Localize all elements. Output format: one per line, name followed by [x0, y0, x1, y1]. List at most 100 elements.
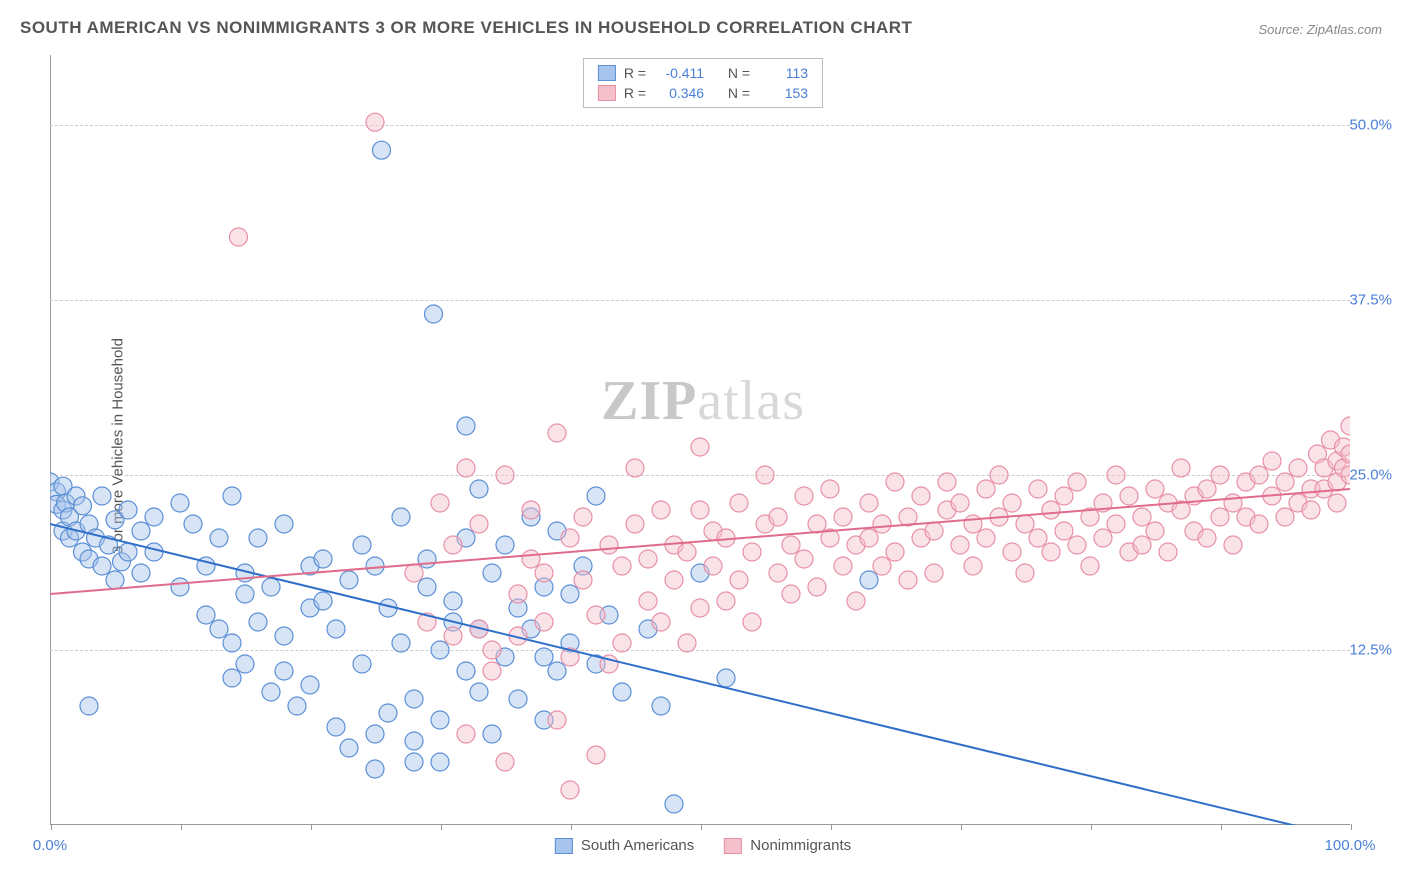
data-point — [1003, 494, 1021, 512]
data-point — [418, 550, 436, 568]
data-point — [756, 466, 774, 484]
data-point — [626, 459, 644, 477]
data-point — [600, 536, 618, 554]
data-point — [1263, 452, 1281, 470]
data-point — [964, 557, 982, 575]
data-point — [132, 522, 150, 540]
data-point — [522, 550, 540, 568]
data-point — [1055, 522, 1073, 540]
data-point — [509, 585, 527, 603]
data-point — [1211, 508, 1229, 526]
series-legend: South Americans Nonimmigrants — [555, 837, 851, 854]
data-point — [561, 529, 579, 547]
data-point — [171, 494, 189, 512]
data-point — [743, 543, 761, 561]
data-point — [535, 648, 553, 666]
data-point — [431, 494, 449, 512]
data-point — [145, 508, 163, 526]
data-point — [691, 599, 709, 617]
data-point — [314, 592, 332, 610]
x-tick — [1351, 824, 1352, 830]
data-point — [795, 487, 813, 505]
data-point — [93, 487, 111, 505]
data-point — [938, 473, 956, 491]
data-point — [873, 515, 891, 533]
y-tick-label: 25.0% — [1349, 467, 1392, 484]
data-point — [535, 613, 553, 631]
data-point — [106, 571, 124, 589]
data-point — [769, 564, 787, 582]
data-point — [574, 508, 592, 526]
data-point — [405, 564, 423, 582]
data-point — [405, 690, 423, 708]
data-point — [1029, 480, 1047, 498]
data-point — [444, 592, 462, 610]
data-point — [425, 305, 443, 323]
data-point — [249, 529, 267, 547]
data-point — [275, 627, 293, 645]
data-point — [340, 739, 358, 757]
data-point — [1172, 459, 1190, 477]
data-point — [1224, 536, 1242, 554]
data-point — [74, 497, 92, 515]
data-point — [912, 487, 930, 505]
data-point — [119, 543, 137, 561]
data-point — [171, 578, 189, 596]
data-point — [457, 662, 475, 680]
y-tick-label: 12.5% — [1349, 642, 1392, 659]
data-point — [184, 515, 202, 533]
data-point — [678, 634, 696, 652]
data-point — [639, 550, 657, 568]
data-point — [834, 508, 852, 526]
swatch-icon — [555, 838, 573, 854]
data-point — [574, 571, 592, 589]
data-point — [1159, 543, 1177, 561]
data-point — [613, 683, 631, 701]
y-tick-label: 50.0% — [1349, 117, 1392, 134]
data-point — [561, 585, 579, 603]
data-point — [886, 543, 904, 561]
data-point — [652, 501, 670, 519]
data-point — [470, 480, 488, 498]
data-point — [223, 669, 241, 687]
data-point — [230, 228, 248, 246]
data-point — [1133, 508, 1151, 526]
data-point — [1289, 459, 1307, 477]
data-point — [496, 753, 514, 771]
data-point — [496, 536, 514, 554]
data-point — [886, 473, 904, 491]
data-point — [262, 683, 280, 701]
data-point — [470, 515, 488, 533]
data-point — [327, 620, 345, 638]
data-point — [613, 634, 631, 652]
data-point — [1276, 473, 1294, 491]
data-point — [1055, 487, 1073, 505]
data-point — [717, 592, 735, 610]
data-point — [782, 585, 800, 603]
data-point — [873, 557, 891, 575]
data-point — [210, 620, 228, 638]
data-point — [977, 529, 995, 547]
data-point — [782, 536, 800, 554]
data-point — [639, 592, 657, 610]
data-point — [366, 113, 384, 131]
data-point — [379, 704, 397, 722]
data-point — [704, 557, 722, 575]
data-point — [392, 634, 410, 652]
data-point — [535, 564, 553, 582]
data-point — [1276, 508, 1294, 526]
data-point — [743, 613, 761, 631]
data-point — [392, 508, 410, 526]
data-point — [1081, 557, 1099, 575]
data-point — [457, 725, 475, 743]
swatch-icon — [598, 85, 616, 101]
data-point — [587, 487, 605, 505]
data-point — [678, 543, 696, 561]
data-point — [145, 543, 163, 561]
data-point — [275, 515, 293, 533]
data-point — [925, 522, 943, 540]
data-point — [951, 536, 969, 554]
data-point — [288, 697, 306, 715]
data-point — [405, 753, 423, 771]
data-point — [977, 480, 995, 498]
